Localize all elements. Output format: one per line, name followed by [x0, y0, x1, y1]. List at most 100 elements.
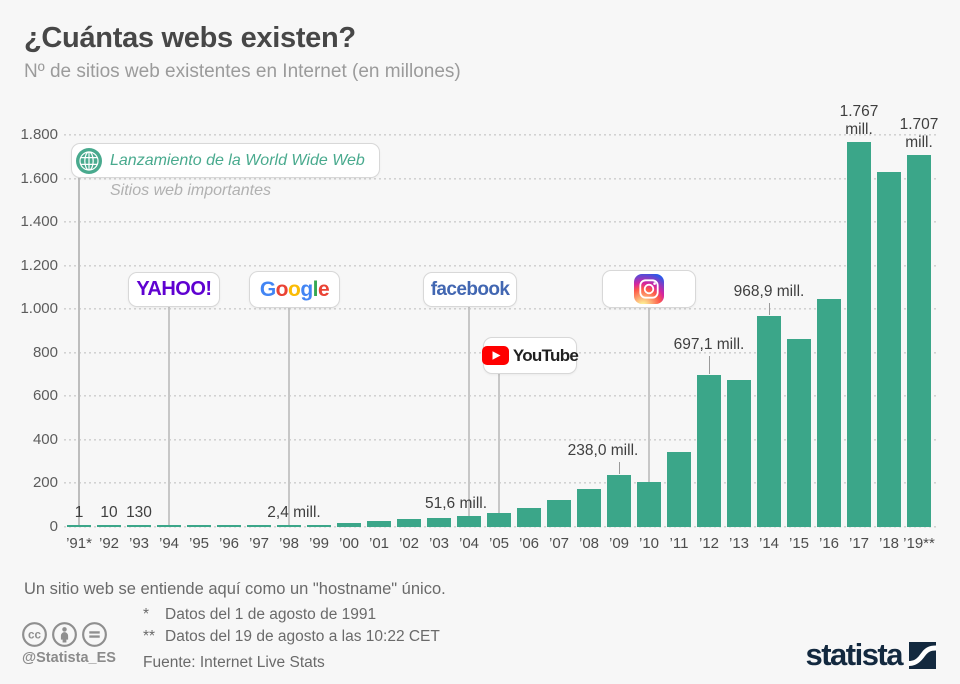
facebook-logo-callout: facebook [423, 272, 517, 307]
x-axis-label: ’00 [338, 535, 360, 552]
x-axis-label: ’94 [158, 535, 180, 552]
youtube-connector-line [498, 372, 500, 513]
gridline [64, 395, 936, 398]
value-label: 1.707 mill. [899, 116, 939, 152]
x-axis-label: ’01 [368, 535, 390, 552]
yahoo-logo: YAHOO! [136, 278, 212, 300]
bar [457, 515, 481, 527]
x-axis-label: ’07 [548, 535, 570, 552]
svg-text:cc: cc [28, 629, 42, 642]
x-axis-label: ’08 [578, 535, 600, 552]
value-label: 238,0 mill. [567, 442, 639, 460]
x-axis-label: ’13 [728, 535, 750, 552]
instagram-logo-callout [602, 270, 696, 308]
instagram-connector-line [648, 306, 650, 482]
x-axis-label: ’98 [278, 535, 300, 552]
x-axis-label: ’10 [638, 535, 660, 552]
bar [247, 525, 271, 527]
google-logo: Google [259, 277, 330, 301]
important-sites-caption: Sitios web importantes [110, 182, 271, 199]
x-axis-label: ’97 [248, 535, 270, 552]
value-label: 51,6 mill. [424, 494, 488, 512]
facebook-logo: facebook [430, 278, 510, 300]
bar [787, 339, 811, 527]
x-axis-label: ’11 [669, 535, 689, 552]
google-connector-line [288, 306, 290, 525]
bar [277, 525, 301, 527]
statista-logo-mark [909, 641, 936, 669]
bar [67, 525, 91, 527]
bar [847, 142, 871, 527]
x-axis-label: ’02 [398, 535, 420, 552]
bar [127, 525, 151, 527]
x-axis-label: ’96 [218, 535, 240, 552]
value-label: 1.767 mill. [839, 103, 879, 139]
cc-no-derivatives-icon [82, 622, 107, 647]
x-axis-label: ’19** [903, 535, 935, 552]
x-axis-label: ’99 [308, 535, 330, 552]
bar [697, 375, 721, 527]
bar [397, 518, 421, 527]
x-axis-label: ’09 [608, 535, 630, 552]
bar [817, 299, 841, 527]
www-launch-label: Lanzamiento de la World Wide Web [110, 151, 365, 169]
bar [877, 171, 901, 527]
x-axis-label: ’12 [698, 535, 720, 552]
gridline [64, 134, 936, 136]
bar [547, 500, 571, 527]
twitter-handle: @Statista_ES [22, 650, 116, 666]
globe-icon [76, 147, 102, 174]
bar [517, 508, 541, 527]
y-axis-label: 600 [32, 387, 58, 405]
footnotes: * Datos del 1 de agosto de 1991 ** Datos d… [143, 604, 440, 674]
value-label-tick [769, 302, 770, 315]
cc-attribution-icon [52, 622, 77, 647]
x-axis-label: ’15 [788, 535, 810, 552]
value-label-tick [619, 462, 620, 475]
youtube-logo: YouTube [512, 345, 579, 365]
source-note: Fuente: Internet Live Stats [143, 654, 325, 671]
y-axis-label: 1.400 [20, 213, 58, 231]
creative-commons-icons: cc [21, 621, 108, 648]
gridline [64, 308, 936, 311]
x-axis-label: ’18 [878, 535, 900, 552]
x-axis-label: ’93 [128, 535, 150, 552]
youtube-play-icon [481, 346, 509, 365]
instagram-icon [634, 274, 664, 304]
value-label-tick [709, 356, 710, 375]
gridline [64, 526, 936, 528]
cc-icon: cc [22, 622, 47, 647]
y-axis-label: 800 [32, 343, 58, 361]
bar [97, 525, 121, 527]
x-axis-label: ’06 [518, 535, 540, 552]
bar [487, 512, 511, 527]
yahoo-connector-line [168, 305, 170, 525]
bar [637, 481, 661, 527]
gridline [64, 177, 936, 180]
facebook-connector-line [468, 305, 470, 516]
x-axis-label: ’03 [428, 535, 450, 552]
gridline [64, 438, 936, 441]
bar [157, 525, 181, 527]
youtube-logo-callout: YouTube [481, 337, 579, 374]
y-axis-label: 1.000 [20, 300, 58, 318]
bar [427, 518, 451, 527]
y-axis-label: 1.600 [20, 169, 58, 187]
definition-note: Un sitio web se entiende aquí como un "h… [24, 580, 446, 598]
bar [727, 380, 751, 527]
footnote-2: ** Datos del 19 de agosto a las 10:22 CET [143, 627, 440, 645]
y-axis-label: 1.800 [20, 126, 58, 143]
yahoo-logo-callout: YAHOO! [128, 272, 220, 307]
x-axis-label: ’92 [98, 535, 120, 552]
value-label: 10 [100, 504, 118, 521]
bar [187, 525, 211, 527]
bar [217, 525, 241, 527]
statista-brand: statista [805, 637, 936, 673]
y-axis-label: 0 [49, 518, 58, 535]
page-title: ¿Cuántas webs existen? [24, 22, 356, 54]
value-label: 130 [126, 504, 152, 521]
statista-wordmark: statista [805, 637, 903, 672]
gridline [64, 264, 936, 267]
